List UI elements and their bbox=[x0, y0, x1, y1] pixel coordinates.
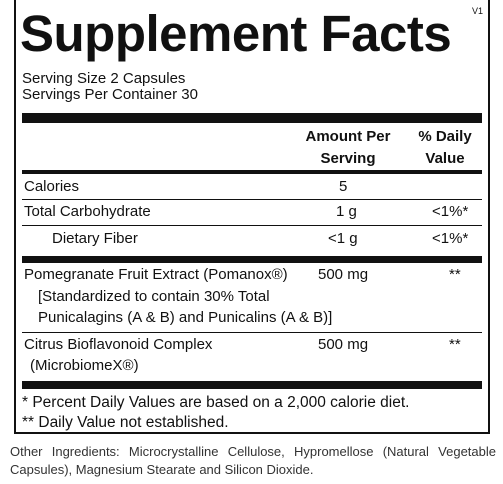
daily-value: <1%* bbox=[432, 203, 469, 220]
rule bbox=[22, 332, 482, 333]
column-header: Value bbox=[425, 150, 465, 167]
servings-per-container: Servings Per Container 30 bbox=[22, 86, 198, 103]
rule bbox=[22, 170, 482, 174]
thick-rule bbox=[22, 381, 482, 389]
rule bbox=[22, 225, 482, 226]
other-ingredients: Other Ingredients: Microcrystalline Cell… bbox=[10, 444, 496, 477]
column-header: % Daily bbox=[418, 128, 472, 145]
amount: 500 mg bbox=[318, 266, 369, 283]
nutrient-name: Dietary Fiber bbox=[52, 230, 138, 247]
version: V1 bbox=[472, 6, 484, 16]
daily-value: ** bbox=[449, 336, 461, 353]
daily-value: <1%* bbox=[432, 230, 469, 247]
amount: 500 mg bbox=[318, 336, 369, 353]
nutrient-name: Total Carbohydrate bbox=[24, 203, 151, 220]
ingredient-name: Citrus Bioflavonoid Complex bbox=[24, 336, 213, 353]
amount: 5 bbox=[339, 178, 348, 195]
ingredient-detail: [Standardized to contain 30% Total bbox=[38, 288, 270, 305]
title: Supplement Facts bbox=[20, 5, 452, 62]
footnote: ** Daily Value not established. bbox=[22, 414, 229, 431]
ingredient-detail: (MicrobiomeX®) bbox=[30, 357, 139, 374]
serving-size: Serving Size 2 Capsules bbox=[22, 70, 186, 87]
amount: <1 g bbox=[328, 230, 358, 247]
thick-rule bbox=[22, 256, 482, 263]
rule bbox=[22, 199, 482, 200]
ingredient-detail: Punicalagins (A & B) and Punicalins (A &… bbox=[38, 309, 333, 326]
footnote: * Percent Daily Values are based on a 2,… bbox=[22, 394, 410, 411]
daily-value: ** bbox=[449, 266, 461, 283]
nutrient-name: Calories bbox=[24, 178, 80, 195]
thick-rule bbox=[22, 113, 482, 123]
ingredient-name: Pomegranate Fruit Extract (Pomanox®) bbox=[24, 266, 288, 283]
column-header: Serving bbox=[320, 150, 376, 167]
label-box bbox=[14, 0, 490, 434]
amount: 1 g bbox=[336, 203, 357, 220]
column-header: Amount Per bbox=[305, 128, 391, 145]
